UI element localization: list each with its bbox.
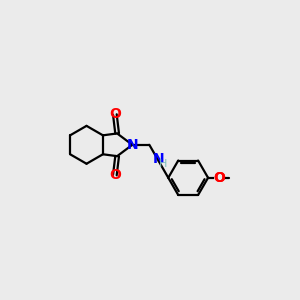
Text: N: N bbox=[127, 138, 138, 152]
Text: N: N bbox=[152, 152, 164, 167]
Text: O: O bbox=[109, 107, 121, 122]
Text: O: O bbox=[109, 168, 121, 182]
Text: O: O bbox=[214, 171, 225, 185]
Text: O: O bbox=[214, 171, 225, 185]
Circle shape bbox=[215, 173, 224, 182]
Text: H: H bbox=[159, 159, 167, 169]
